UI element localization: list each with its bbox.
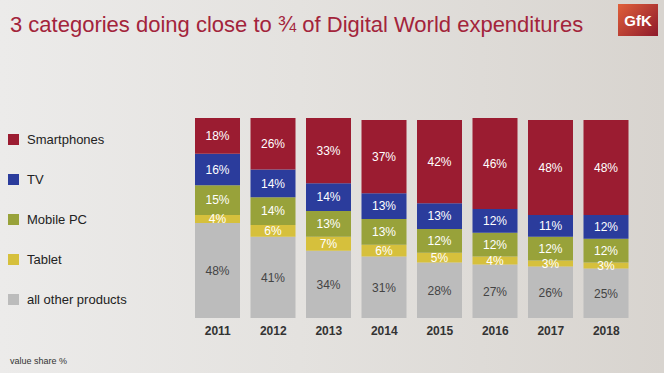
svg-text:12%: 12% [427,234,451,248]
svg-text:26%: 26% [538,286,562,300]
html-text:Tablet: Tablet [27,252,62,267]
svg-text:4%: 4% [209,212,227,226]
svg-text:34%: 34% [316,278,340,292]
svg-text:2011: 2011 [205,324,231,338]
svg-text:26%: 26% [261,137,285,151]
svg-text:12%: 12% [538,242,562,256]
html-text:value share %: value share % [10,356,67,366]
svg-text:48%: 48% [205,264,229,278]
svg-text:15%: 15% [205,193,229,207]
svg-text:13%: 13% [372,199,396,213]
svg-text:2012: 2012 [260,324,287,338]
svg-text:16%: 16% [205,163,229,177]
svg-text:2015: 2015 [426,324,453,338]
svg-text:41%: 41% [261,271,285,285]
html-text:all other products: all other products [27,292,127,307]
svg-text:48%: 48% [594,161,618,175]
html-text:TV: TV [27,172,44,187]
svg-text:2014: 2014 [371,324,398,338]
svg-text:13%: 13% [372,225,396,239]
html-text:3 categories doing close to ¾: 3 categories doing close to ¾ of Digital… [10,12,584,37]
svg-text:48%: 48% [538,161,562,175]
svg-text:33%: 33% [316,144,340,158]
html-text:Mobile PC: Mobile PC [27,212,87,227]
svg-text:42%: 42% [427,155,451,169]
svg-text:12%: 12% [483,214,507,228]
svg-text:37%: 37% [372,150,396,164]
svg-text:27%: 27% [483,285,507,299]
svg-text:6%: 6% [375,244,393,258]
svg-text:28%: 28% [427,284,451,298]
svg-text:25%: 25% [594,287,618,301]
svg-text:2016: 2016 [482,324,509,338]
svg-text:14%: 14% [261,177,285,191]
svg-text:3%: 3% [542,257,560,271]
svg-text:3%: 3% [597,259,615,273]
svg-text:14%: 14% [316,190,340,204]
svg-text:2017: 2017 [537,324,564,338]
svg-text:4%: 4% [486,254,504,268]
svg-text:7%: 7% [320,237,338,251]
svg-text:2018: 2018 [593,324,620,338]
svg-text:6%: 6% [264,224,282,238]
svg-text:14%: 14% [261,204,285,218]
svg-text:12%: 12% [483,238,507,252]
svg-text:46%: 46% [483,157,507,171]
svg-text:18%: 18% [205,129,229,143]
svg-text:2013: 2013 [315,324,342,338]
html-text:Smartphones: Smartphones [27,132,105,147]
svg-text:5%: 5% [431,251,449,265]
svg-text:13%: 13% [316,217,340,231]
html-text:GfK: GfK [624,11,652,29]
svg-text:12%: 12% [594,244,618,258]
svg-text:11%: 11% [539,219,562,233]
svg-text:31%: 31% [372,281,396,295]
svg-text:12%: 12% [594,220,618,234]
svg-text:13%: 13% [427,209,451,223]
